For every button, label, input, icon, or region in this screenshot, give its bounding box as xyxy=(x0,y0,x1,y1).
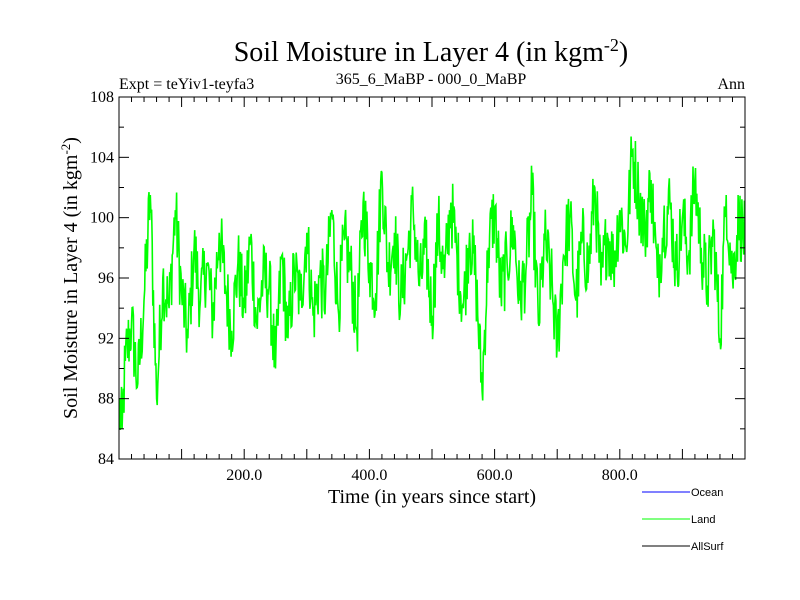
y-tick-label: 104 xyxy=(90,149,114,166)
chart-title: Soil Moisture in Layer 4 (in kgm-2) xyxy=(234,35,629,68)
x-tick-label: 400.0 xyxy=(351,467,387,484)
legend-label-land: Land xyxy=(691,514,715,526)
series-line-land xyxy=(119,136,745,431)
legend: Ocean Land AllSurf xyxy=(642,487,724,553)
x-axis: 200.0 400.0 600.0 800.0 xyxy=(118,97,746,484)
y-axis: 84 88 92 96 100 104 108 xyxy=(90,89,745,468)
y-tick-label: 92 xyxy=(98,330,114,347)
legend-label-allsurf: AllSurf xyxy=(691,541,724,553)
y-tick-label: 88 xyxy=(98,391,114,408)
subtitle-right: Ann xyxy=(717,76,745,93)
y-tick-label: 84 xyxy=(98,451,114,468)
x-tick-label: 200.0 xyxy=(226,467,262,484)
y-tick-label: 108 xyxy=(90,89,114,106)
x-axis-label: Time (in years since start) xyxy=(328,486,536,508)
y-axis-label: Soil Moisture in Layer 4 (in kgm-2) xyxy=(58,137,83,419)
y-tick-label: 96 xyxy=(98,270,114,287)
subtitle-center: 365_6_MaBP - 000_0_MaBP xyxy=(336,71,527,88)
series-layer xyxy=(119,136,745,431)
y-tick-label: 100 xyxy=(90,210,114,227)
legend-label-ocean: Ocean xyxy=(691,487,723,499)
plot-frame xyxy=(118,96,746,460)
x-tick-label: 600.0 xyxy=(477,467,513,484)
x-tick-label: 800.0 xyxy=(602,467,638,484)
subtitle-left: Expt = teYiv1-teyfa3 xyxy=(119,76,254,93)
